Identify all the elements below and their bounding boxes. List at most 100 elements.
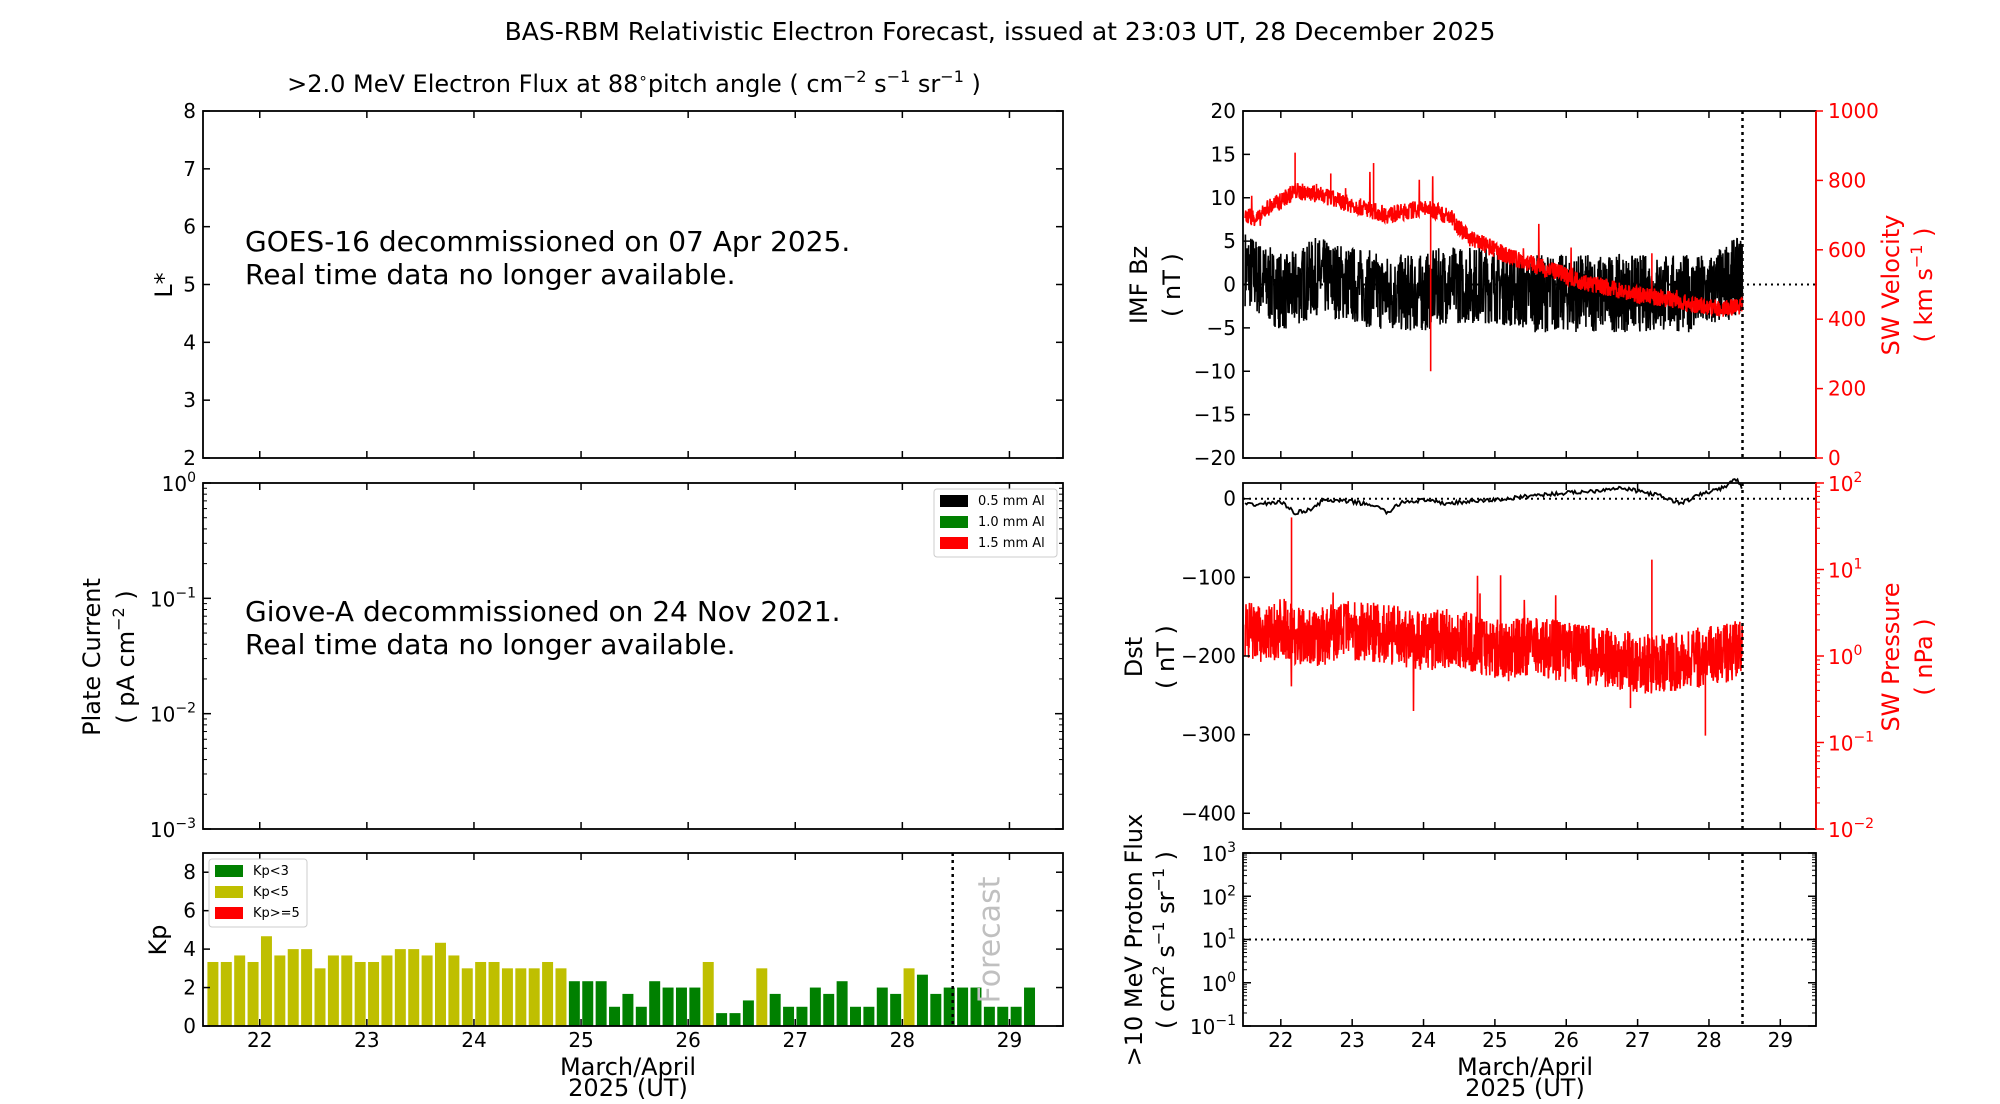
kp-bar [836,981,848,1026]
kp-bar [957,987,969,1026]
kp-bar [461,968,473,1026]
kp-bar [207,961,219,1026]
y-tick-label: 8 [183,99,196,123]
x-tick-label: 26 [675,1028,700,1052]
plate-current-ylabel-line1: Plate Current [78,578,106,736]
plate-current-legend: 0.5 mm Al 1.0 mm Al 1.5 mm Al [933,488,1058,558]
sw-velocity-ylabel-line1: SW Velocity [1877,215,1905,356]
plate-current-x-ticks [259,483,1011,829]
electron-flux-message-line2: Real time data no longer available. [245,258,736,291]
x-tick-label: 24 [461,1028,486,1052]
kp-bar [260,936,272,1026]
x-tick-label: 29 [997,1028,1022,1052]
kp-bar [809,987,821,1026]
kp-bar [689,987,701,1026]
kp-bar [247,961,259,1026]
proton-y-ticks: 10−1 100 101 102 103 [1190,840,1816,1039]
kp-bar [783,1006,795,1026]
electron-flux-title-sup2: −1 [887,67,911,86]
proton-ylabel-units-b: s [1152,945,1180,965]
x-tick-label: 25 [1482,1028,1507,1052]
plate-current-axes [202,482,1064,830]
kp-bar [234,955,246,1026]
legend-label-1-0mm: 1.0 mm Al [978,515,1045,530]
kp-bar [542,961,554,1026]
plate-current-panel: 10−3 10−2 10−1 100 Plate Current ( pA cm−2 … [78,470,1064,842]
x-tick-label: 28 [890,1028,915,1052]
kp-legend-swatch-mid [215,886,243,898]
kp-bar [823,993,835,1026]
proton-panel: 10−1 100 101 102 103 22 23 24 25 26 27 28 29 >10 Me… [1120,814,1817,1102]
y2-tick-label: 102 [1828,470,1862,496]
y-tick-label: 3 [183,388,196,412]
plate-current-message-line1: Giove-A decommissioned on 24 Nov 2021. [245,595,841,628]
y-tick-label: −200 [1181,644,1236,668]
kp-bar [582,981,594,1026]
sw-velocity-ylabel-sup: −1 [1907,245,1926,269]
imf-y-ticks: −20 −15 −10 −5 0 5 10 15 20 [1194,99,1250,470]
proton-ylabel-units-a: ( cm [1152,975,1180,1029]
kp-legend-label-low: Kp<3 [253,864,289,879]
kp-bar [488,961,500,1026]
y-tick-label: 10−2 [150,701,196,727]
kp-legend-label-high: Kp>=5 [253,906,300,921]
x-tick-label: 24 [1411,1028,1436,1052]
proton-xlabel-line2: 2025 (UT) [1465,1074,1585,1100]
dst-y2-ticks: 10−2 10−1 100 101 102 [1815,470,1874,842]
legend-label-0-5mm: 0.5 mm Al [978,494,1045,509]
kp-bar [595,981,607,1026]
y2-tick-label: 1000 [1828,99,1879,123]
y-tick-label: −15 [1194,403,1236,427]
legend-swatch-0-5mm [940,495,968,507]
y-tick-label: 101 [1202,927,1236,953]
sw-velocity-ylabel-units: ( km s [1910,268,1938,342]
kp-bar [274,955,286,1026]
imf-lines [1243,111,1816,458]
kp-bar [796,1006,808,1026]
y-tick-label: 5 [1223,229,1236,253]
y-tick-label: 0 [1223,273,1236,297]
y-tick-label: −5 [1207,316,1236,340]
legend-label-1-5mm: 1.5 mm Al [978,536,1045,551]
legend-swatch-1-5mm [940,537,968,549]
imf-ylabel-line1: IMF Bz [1125,246,1153,324]
electron-flux-message-line1: GOES-16 decommissioned on 07 Apr 2025. [245,225,850,258]
electron-flux-x-ticks [259,111,1011,458]
electron-flux-title-sr: sr [910,70,940,98]
electron-flux-title-s: s [867,70,887,98]
kp-bar [381,955,393,1026]
sw-pressure-ylabel-line2: ( nPa ) [1910,618,1938,695]
x-tick-label: 23 [354,1028,379,1052]
x-tick-label: 28 [1696,1028,1721,1052]
y2-tick-label: 10−1 [1828,730,1874,756]
imf-y2-ticks: 0 200 400 600 800 1000 [1815,99,1879,470]
y-tick-label: 5 [183,273,196,297]
kp-bar [675,987,687,1026]
proton-ylabel-line1: >10 MeV Proton Flux [1120,814,1148,1067]
kp-xlabel-line1: March/April [560,1053,696,1081]
y-tick-label: 10−1 [1190,1013,1236,1039]
kp-legend-label-mid: Kp<5 [253,885,289,900]
y2-tick-label: 200 [1828,377,1866,401]
kp-bar [287,949,299,1026]
kp-y-ticks: 0 2 4 6 8 [183,860,1063,1038]
x-tick-label: 25 [568,1028,593,1052]
proton-lines [1243,853,1816,1026]
figure-title: BAS-RBM Relativistic Electron Forecast, … [505,17,1496,46]
y-tick-label: 0 [183,1014,196,1038]
y-tick-label: 20 [1211,99,1236,123]
kp-bar [515,968,527,1026]
kp-bar [930,993,942,1026]
proton-ylabel-sup1: 2 [1149,965,1168,975]
kp-xlabel-line2: 2025 (UT) [568,1074,688,1100]
kp-bar [475,961,487,1026]
kp-bar [876,987,888,1026]
y2-tick-label: 800 [1828,168,1866,192]
y-tick-label: 10 [1211,186,1236,210]
y-tick-label: 8 [183,860,196,884]
kp-bar [528,968,540,1026]
kp-bar [448,955,460,1026]
